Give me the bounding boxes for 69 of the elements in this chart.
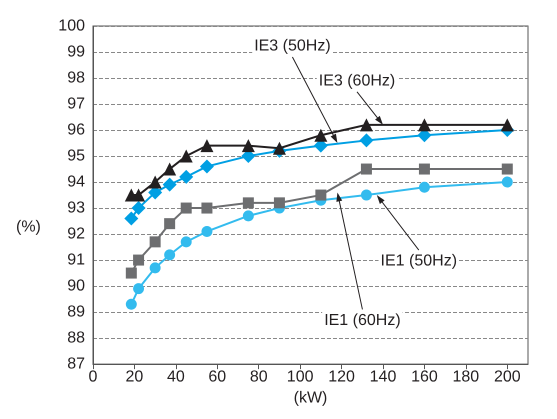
- y-tick-label: 99: [67, 44, 86, 61]
- point: [360, 164, 372, 175]
- point: [180, 236, 192, 248]
- annotation: IE1 (50Hz): [380, 252, 458, 270]
- point: [274, 197, 285, 208]
- point: [360, 190, 372, 201]
- y-tick-label: 93: [67, 200, 86, 217]
- point: [242, 197, 254, 208]
- y-tick-label: 94: [67, 174, 86, 191]
- point: [150, 262, 161, 274]
- point: [314, 128, 328, 142]
- x-tick-label: 120: [328, 368, 356, 386]
- point: [502, 164, 513, 175]
- point: [179, 170, 194, 184]
- point: [124, 211, 138, 226]
- y-tick-label: 91: [67, 252, 86, 269]
- point: [133, 254, 144, 266]
- point: [163, 162, 176, 176]
- annotation: IE3 (60Hz): [318, 72, 396, 90]
- x-tick-label: 140: [370, 368, 396, 386]
- x-tick-label: 200: [494, 368, 521, 386]
- point: [164, 249, 176, 260]
- x-tick-label: 0: [88, 368, 98, 386]
- y-tick-label: 96: [67, 122, 86, 139]
- x-tick-label: 160: [411, 368, 438, 386]
- point: [150, 236, 161, 248]
- x-tick-label: 80: [250, 368, 268, 386]
- y-axis-title: (%): [16, 218, 41, 236]
- annotation: IE1 (60Hz): [324, 312, 401, 329]
- y-tick-label: 87: [67, 356, 86, 373]
- point: [132, 201, 146, 216]
- x-tick-label: 20: [126, 368, 144, 386]
- y-tick-label: 92: [67, 226, 86, 243]
- y-tick-label: 100: [58, 18, 86, 34]
- point: [201, 202, 212, 214]
- x-tick-label: 40: [166, 368, 185, 386]
- point: [272, 142, 286, 155]
- point: [180, 202, 192, 214]
- y-tick-label: 88: [67, 330, 86, 347]
- point: [200, 159, 214, 174]
- point: [500, 118, 514, 132]
- point: [359, 133, 374, 148]
- y-tick-label: 97: [67, 96, 86, 113]
- point: [148, 176, 162, 189]
- point: [242, 210, 254, 222]
- point: [126, 268, 137, 279]
- point: [200, 139, 214, 152]
- x-axis-title: (kW): [294, 390, 328, 406]
- point: [133, 283, 144, 294]
- point: [242, 139, 255, 152]
- y-tick-label: 89: [67, 304, 86, 321]
- y-tick-label: 98: [67, 70, 86, 87]
- point: [180, 150, 193, 163]
- x-tick-label: 180: [452, 368, 480, 386]
- point: [164, 218, 176, 230]
- point: [502, 176, 513, 188]
- point: [201, 226, 212, 237]
- point: [418, 164, 430, 175]
- y-tick-label: 95: [67, 148, 86, 165]
- point: [315, 190, 326, 201]
- y-tick-label: 90: [67, 278, 86, 295]
- x-tick-label: 60: [208, 368, 226, 386]
- annotation: IE3 (50Hz): [254, 38, 331, 55]
- point: [418, 182, 430, 193]
- point: [126, 298, 137, 310]
- x-tick-label: 100: [286, 368, 314, 386]
- point: [162, 178, 177, 192]
- point: [418, 118, 431, 132]
- point: [360, 118, 373, 132]
